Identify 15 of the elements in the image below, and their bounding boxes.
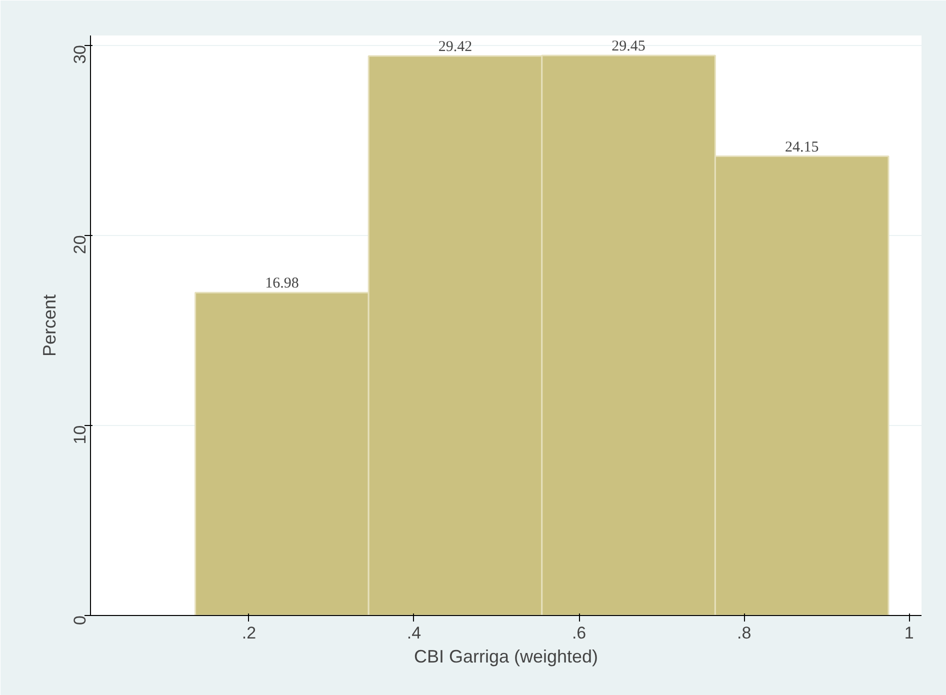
y-tick-label: 0 [70,615,90,625]
x-tick-label: .8 [736,624,752,642]
y-tick-label: 30 [70,44,90,64]
y-tick-label: 20 [70,235,90,254]
x-axis-title: CBI Garriga (weighted) [414,646,598,666]
x-tick-label: .4 [406,624,422,642]
data-label: 24.15 [784,139,819,156]
data-label: 29.45 [612,38,646,54]
y-tick-label: 10 [70,425,90,444]
x-tick-label: .2 [242,624,256,642]
y-axis-title: Percent [40,294,60,357]
x-tick-label: .6 [572,624,586,642]
data-label: 29.42 [438,39,472,56]
data-label: 16.98 [265,276,299,292]
x-tick-label: 1 [904,624,914,642]
